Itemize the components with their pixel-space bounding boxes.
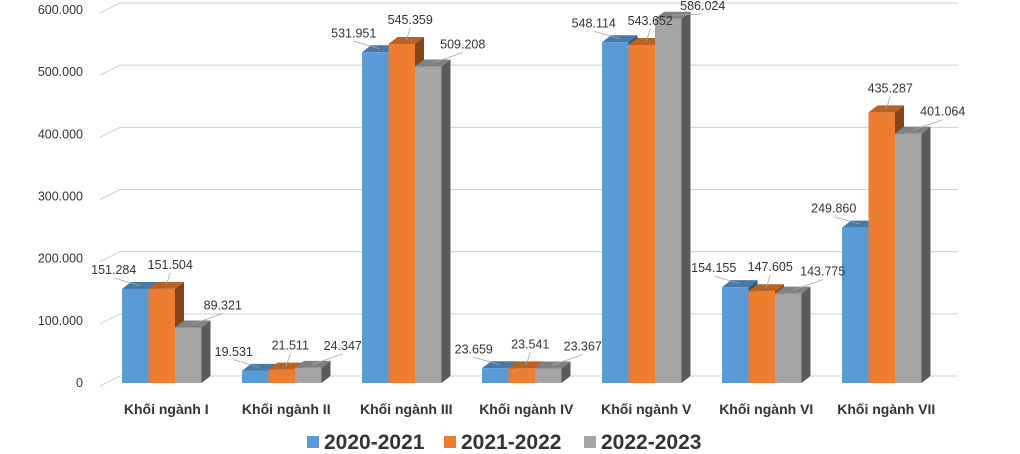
- data-label-leader: [525, 352, 531, 365]
- data-label: 24.347: [324, 339, 362, 353]
- bar: [655, 11, 691, 383]
- x-category-label: Khối ngành III: [360, 401, 453, 417]
- data-label-leader: [192, 313, 223, 325]
- data-label: 143.775: [800, 265, 845, 279]
- data-label: 545.359: [388, 13, 433, 27]
- x-category-label: Khối ngành VI: [719, 401, 813, 417]
- legend-swatch: [444, 436, 456, 448]
- legend-swatch: [307, 436, 319, 448]
- data-label: 23.367: [564, 339, 602, 353]
- legend-label: 2021-2022: [461, 431, 561, 454]
- gridline: [99, 313, 958, 325]
- data-label: 586.024: [680, 0, 725, 13]
- data-label-leader: [713, 275, 740, 285]
- data-label: 249.860: [811, 202, 856, 216]
- gridline: [99, 126, 958, 138]
- data-label-leader: [353, 40, 380, 50]
- data-label: 21.511: [272, 339, 309, 353]
- gridline: [99, 189, 958, 200]
- legend-item: 2022-2023: [584, 431, 701, 454]
- data-label: 509.208: [440, 37, 485, 51]
- data-label-leader: [672, 13, 703, 16]
- data-label: 548.114: [572, 16, 616, 30]
- x-category-label: Khối ngành I: [124, 401, 209, 417]
- y-tick-label: 100.000: [38, 314, 83, 328]
- gridline: [99, 64, 958, 76]
- data-label: 147.605: [748, 260, 793, 274]
- x-category-label: Khối ngành IV: [479, 401, 574, 417]
- y-tick-label: 200.000: [38, 252, 83, 266]
- y-tick-label: 500.000: [38, 65, 83, 79]
- data-label-leader: [312, 353, 343, 365]
- data-label: 23.659: [455, 342, 493, 356]
- legend-item: 2021-2022: [444, 431, 561, 454]
- data-label-leader: [473, 356, 500, 366]
- x-category-label: Khối ngành VII: [837, 401, 935, 417]
- bar: [415, 59, 451, 384]
- x-category-label: Khối ngành II: [242, 401, 331, 417]
- data-label-leader: [552, 354, 583, 366]
- data-label-leader: [285, 353, 291, 367]
- data-label-leader: [432, 52, 463, 64]
- data-label: 19.531: [215, 345, 253, 359]
- legend-item: 2020-2021: [307, 431, 425, 454]
- y-tick-label: 300.000: [38, 190, 83, 204]
- x-category-label: Khối ngành V: [601, 401, 692, 417]
- y-tick-label: 400.000: [38, 127, 83, 141]
- bar: [775, 286, 811, 383]
- data-label-leader: [792, 279, 823, 291]
- data-label-leader: [165, 272, 171, 286]
- data-label: 89.321: [204, 298, 242, 312]
- data-label-leader: [765, 275, 771, 288]
- data-label: 543.652: [628, 14, 673, 28]
- legend-label: 2022-2023: [601, 431, 701, 454]
- data-label: 531.951: [331, 26, 376, 40]
- bar: [535, 361, 571, 383]
- y-tick-label: 0: [76, 376, 83, 390]
- data-label-leader: [912, 119, 943, 131]
- gridline: [99, 251, 958, 263]
- y-tick-label: 600.000: [38, 3, 83, 17]
- data-label-leader: [885, 96, 891, 110]
- bar: [295, 360, 331, 383]
- data-label-leader: [113, 277, 140, 286]
- data-label: 435.287: [868, 81, 913, 95]
- gridline: [99, 2, 958, 14]
- data-label: 154.155: [691, 261, 736, 275]
- data-label: 23.541: [511, 337, 549, 351]
- data-label: 151.284: [91, 263, 136, 277]
- legend-label: 2020-2021: [324, 431, 425, 454]
- data-label-leader: [233, 359, 260, 368]
- data-label-leader: [405, 27, 411, 41]
- data-label-leader: [593, 30, 620, 40]
- data-label: 401.064: [920, 105, 965, 119]
- bar: [175, 320, 211, 383]
- legend-swatch: [584, 436, 596, 448]
- data-label: 151.504: [148, 258, 193, 272]
- bar: [895, 126, 931, 384]
- data-label-leader: [833, 216, 860, 225]
- data-label-leader: [645, 28, 651, 42]
